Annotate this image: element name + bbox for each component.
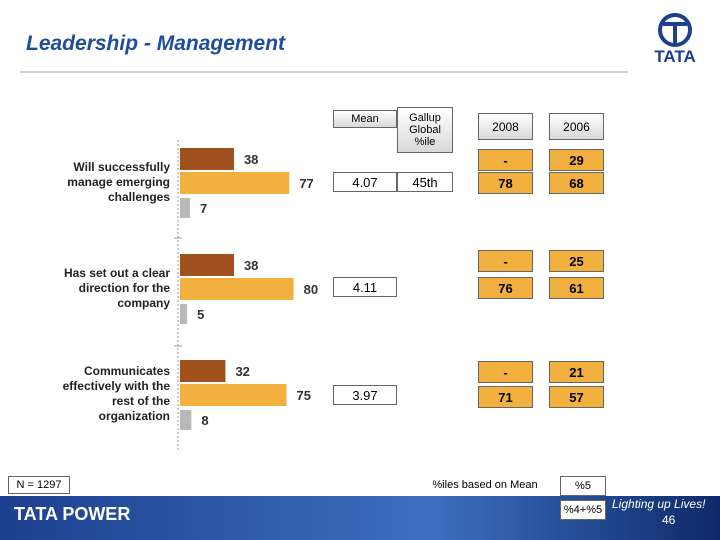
- table-cell: 25: [549, 250, 604, 272]
- table-cell: 68: [549, 172, 604, 194]
- legend-entry: %4+%5: [560, 500, 606, 520]
- bar: [180, 304, 188, 324]
- table-header: Mean: [333, 110, 397, 128]
- value-label: 8: [201, 413, 208, 428]
- category-label: Communicates effectively with the rest o…: [62, 364, 170, 423]
- bar: [180, 198, 190, 218]
- bar: [180, 410, 192, 430]
- bar: [180, 148, 234, 170]
- table-cell: 3.97: [333, 385, 397, 405]
- legend-entry: %5: [560, 476, 606, 496]
- table-header: Gallup Global %ile: [397, 107, 453, 153]
- table-cell: 45th: [397, 172, 453, 192]
- table-cell: 76: [478, 277, 533, 299]
- table-cell: -: [478, 250, 533, 272]
- table-cell: 29: [549, 149, 604, 171]
- value-label: 80: [304, 282, 318, 297]
- bar: [180, 172, 290, 194]
- tagline: Lighting up Lives!: [612, 497, 706, 511]
- footer-brand: TATA POWER: [14, 504, 130, 524]
- page-number: 46: [662, 513, 676, 527]
- table-cell: -: [478, 361, 533, 383]
- table-cell: 61: [549, 277, 604, 299]
- sample-size: N = 1297: [8, 476, 70, 494]
- table-cell: 78: [478, 172, 533, 194]
- logo-text: TATA: [654, 47, 696, 66]
- bar: [180, 278, 294, 300]
- bar: [180, 360, 226, 382]
- table-cell: 21: [549, 361, 604, 383]
- table-header: 2008: [478, 113, 533, 140]
- logo-emblem: [658, 13, 692, 47]
- table-cell: 4.07: [333, 172, 397, 192]
- bar: [180, 384, 287, 406]
- value-label: 7: [200, 201, 207, 216]
- logo-emblem: [663, 22, 687, 44]
- note: %iles based on Mean: [432, 479, 538, 491]
- value-label: 75: [297, 388, 311, 403]
- table-header: 2006: [549, 113, 604, 140]
- table-cell: -: [478, 149, 533, 171]
- value-label: 38: [244, 152, 258, 167]
- value-label: 77: [299, 176, 313, 191]
- value-label: 38: [244, 258, 258, 273]
- slide-title: Leadership - Management: [26, 32, 286, 55]
- value-label: 32: [235, 364, 249, 379]
- bar: [180, 254, 234, 276]
- table-cell: 71: [478, 386, 533, 408]
- value-label: 5: [197, 307, 204, 322]
- table-cell: 4.11: [333, 277, 397, 297]
- table-cell: 57: [549, 386, 604, 408]
- category-label: Will successfully manage emerging challe…: [67, 159, 170, 204]
- category-label: Has set out a clear direction for the co…: [63, 265, 170, 310]
